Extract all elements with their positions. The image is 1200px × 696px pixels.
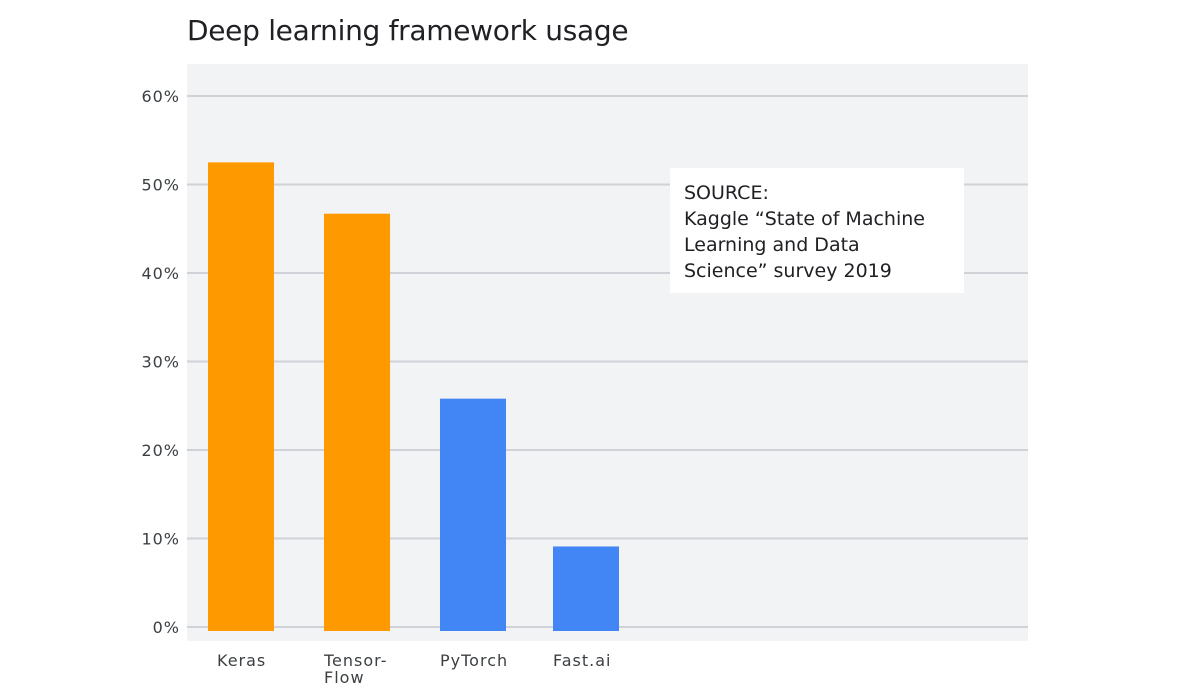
y-tick-label: 60% bbox=[141, 87, 180, 106]
y-tick-label: 0% bbox=[153, 618, 180, 637]
y-tick-label: 30% bbox=[141, 353, 180, 372]
y-tick-label: 40% bbox=[141, 264, 180, 283]
bar bbox=[553, 546, 619, 631]
y-tick-label: 50% bbox=[141, 176, 180, 195]
y-tick-label: 20% bbox=[141, 441, 180, 460]
x-tick-label: PyTorch bbox=[440, 651, 508, 670]
x-tick-label: Tensor-Flow bbox=[323, 651, 388, 687]
bar bbox=[324, 213, 390, 631]
source-annotation: SOURCE: Kaggle “State of Machine Learnin… bbox=[670, 168, 964, 293]
x-tick-label: Keras bbox=[217, 651, 266, 670]
x-tick-label: Fast.ai bbox=[553, 651, 611, 670]
chart-title: Deep learning framework usage bbox=[187, 14, 629, 47]
bar bbox=[208, 162, 274, 631]
bar bbox=[440, 398, 506, 631]
y-tick-label: 10% bbox=[141, 530, 180, 549]
